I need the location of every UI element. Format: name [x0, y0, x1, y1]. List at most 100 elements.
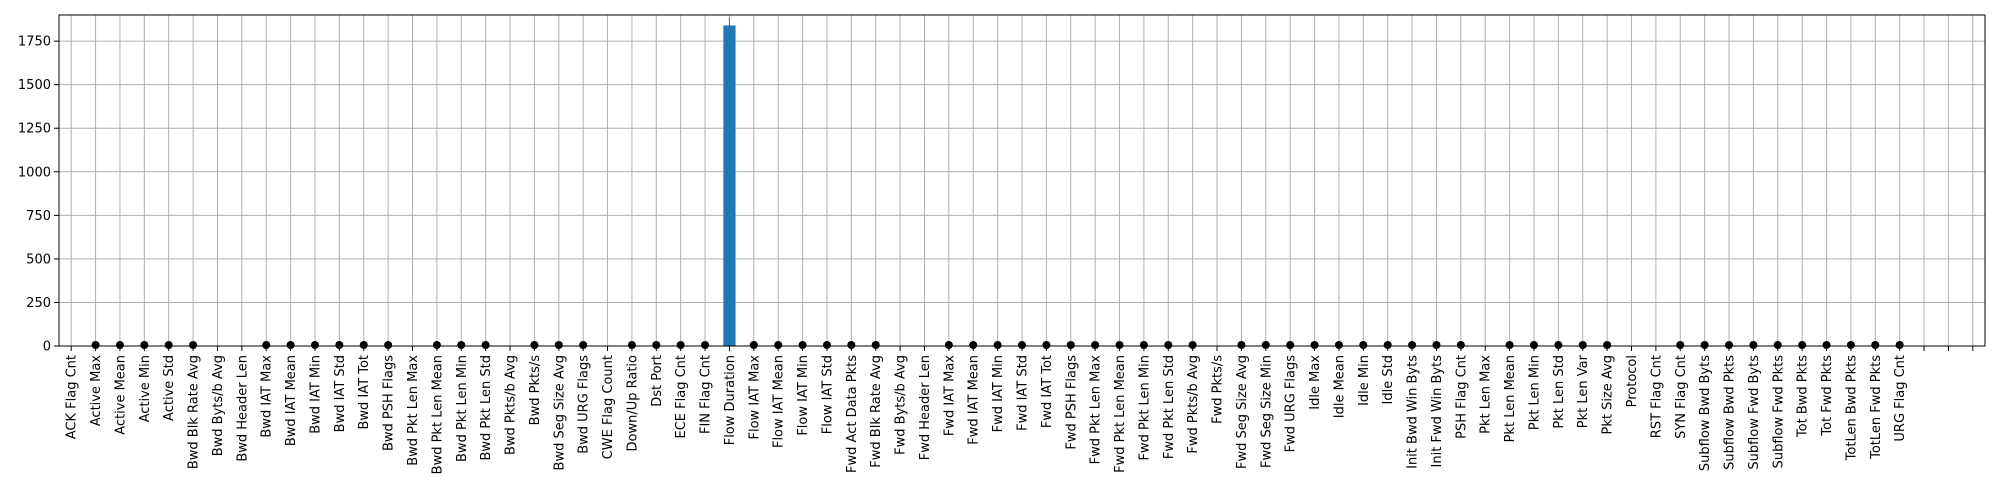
x-tick-label: PSH Flag Cnt — [1454, 355, 1469, 439]
x-tick-label: FIN Flag Cnt — [699, 355, 714, 434]
outlier-marker — [944, 341, 953, 349]
outlier-marker — [554, 341, 563, 349]
x-axis: ACK Flag Cnt Active Max Active Mean Active … — [65, 346, 1974, 474]
y-tick-label: 1500 — [18, 78, 51, 93]
outlier-marker — [701, 341, 710, 349]
x-tick-label: Active Mean — [113, 355, 128, 435]
x-tick-label: Fwd IAT Mean — [967, 355, 982, 445]
x-tick-label: Fwd Pkts/b Avg — [1186, 355, 1201, 454]
x-tick-label: Protocol — [1625, 355, 1640, 407]
x-tick-label: Bwd Byts/b Avg — [211, 355, 226, 456]
outlier-marker — [1895, 341, 1904, 349]
bar — [723, 25, 736, 346]
outlier-marker — [1310, 341, 1319, 349]
x-tick-label: Init Bwd Win Byts — [1406, 355, 1421, 469]
x-tick-label: Flow IAT Min — [796, 355, 811, 436]
outlier-marker — [164, 341, 173, 349]
grid-layer — [59, 15, 1985, 347]
outlier-marker — [1456, 341, 1465, 349]
outlier-marker — [1042, 341, 1051, 349]
x-tick-label: Fwd Act Data Pkts — [845, 355, 860, 473]
outlier-marker — [1529, 341, 1538, 349]
x-tick-label: Bwd IAT Tot — [357, 355, 372, 430]
outlier-marker — [262, 341, 271, 349]
x-tick-label: Active Min — [138, 355, 153, 422]
outlier-marker — [1700, 341, 1709, 349]
x-tick-label: Active Max — [89, 355, 104, 427]
y-tick-label: 1750 — [18, 35, 51, 50]
outlier-marker — [1115, 341, 1124, 349]
x-tick-label: TotLen Bwd Pkts — [1844, 355, 1859, 462]
outlier-marker — [359, 341, 368, 349]
outlier-marker — [652, 341, 661, 349]
x-tick-label: Bwd IAT Std — [333, 355, 348, 432]
x-tick-label: Fwd URG Flags — [1284, 355, 1299, 453]
x-tick-label: Fwd IAT Std — [1016, 355, 1031, 431]
x-tick-label: Fwd Blk Rate Avg — [869, 355, 884, 468]
x-tick-label: RST Flag Cnt — [1649, 355, 1664, 438]
outlier-marker — [579, 341, 588, 349]
x-tick-label: Fwd IAT Max — [942, 355, 957, 436]
x-tick-label: Flow IAT Std — [820, 355, 835, 434]
x-tick-label: CWE Flag Count — [601, 355, 616, 459]
outlier-marker — [286, 341, 295, 349]
outlier-marker — [384, 341, 393, 349]
outlier-marker — [798, 341, 807, 349]
x-tick-label: Bwd Blk Rate Avg — [187, 355, 202, 469]
x-tick-label: Dst Port — [650, 355, 665, 407]
x-tick-label: Down/Up Ratio — [625, 355, 640, 452]
x-tick-label: Bwd IAT Max — [260, 355, 275, 438]
x-tick-label: Init Fwd Win Byts — [1430, 355, 1445, 468]
x-tick-label: Fwd Pkt Len Max — [1089, 355, 1104, 465]
x-tick-label: Bwd Seg Size Avg — [552, 355, 567, 470]
outlier-marker — [1871, 341, 1880, 349]
outlier-marker — [871, 341, 880, 349]
outlier-marker — [749, 341, 758, 349]
outlier-marker — [457, 341, 466, 349]
outlier-marker — [1822, 341, 1831, 349]
x-tick-label: Flow Duration — [723, 355, 738, 445]
outlier-marker — [1066, 341, 1075, 349]
x-tick-label: Bwd Pkt Len Max — [406, 355, 421, 466]
x-tick-label: Bwd IAT Mean — [284, 355, 299, 446]
outlier-marker — [774, 341, 783, 349]
outlier-marker — [481, 341, 490, 349]
outlier-marker — [1505, 341, 1514, 349]
x-tick-label: ECE Flag Cnt — [674, 355, 689, 439]
x-tick-label: Fwd Pkt Len Mean — [1113, 355, 1128, 473]
outlier-marker — [1286, 341, 1295, 349]
x-tick-label: Flow IAT Mean — [772, 355, 787, 448]
x-tick-label: Subflow Fwd Byts — [1747, 355, 1762, 470]
x-tick-label: Idle Std — [1381, 355, 1396, 404]
x-tick-label: Fwd Header Len — [918, 355, 933, 460]
outlier-marker — [1359, 341, 1368, 349]
x-tick-label: Fwd Seg Size Avg — [1235, 355, 1250, 469]
x-tick-label: Pkt Len Min — [1527, 355, 1542, 430]
outlier-marker — [115, 341, 124, 349]
y-axis: 0 250 500 750 1000 1250 1500 1750 — [18, 35, 59, 355]
outlier-marker — [1578, 341, 1587, 349]
outlier-marker — [530, 341, 539, 349]
x-tick-label: Idle Max — [1308, 355, 1323, 410]
x-tick-label: Bwd URG Flags — [577, 355, 592, 454]
outlier-marker — [822, 341, 831, 349]
x-tick-label: ACK Flag Cnt — [65, 355, 80, 439]
x-tick-label: Pkt Size Avg — [1601, 355, 1616, 435]
outlier-marker — [1408, 341, 1417, 349]
outlier-marker — [993, 341, 1002, 349]
y-tick-label: 500 — [26, 252, 51, 267]
x-tick-label: Bwd Pkt Len Mean — [430, 355, 445, 474]
x-tick-label: TotLen Fwd Pkts — [1869, 355, 1884, 460]
y-tick-label: 1000 — [18, 165, 51, 180]
x-tick-label: Pkt Len Max — [1479, 355, 1494, 434]
y-tick-label: 0 — [43, 340, 51, 355]
outlier-marker — [847, 341, 856, 349]
x-tick-label: Bwd Pkts/s — [528, 355, 543, 426]
outlier-marker — [140, 341, 149, 349]
outlier-marker — [969, 341, 978, 349]
outlier-marker — [1261, 341, 1270, 349]
x-tick-label: Subflow Bwd Pkts — [1723, 355, 1738, 470]
outlier-marker — [1773, 341, 1782, 349]
x-tick-label: Pkt Len Mean — [1503, 355, 1518, 442]
